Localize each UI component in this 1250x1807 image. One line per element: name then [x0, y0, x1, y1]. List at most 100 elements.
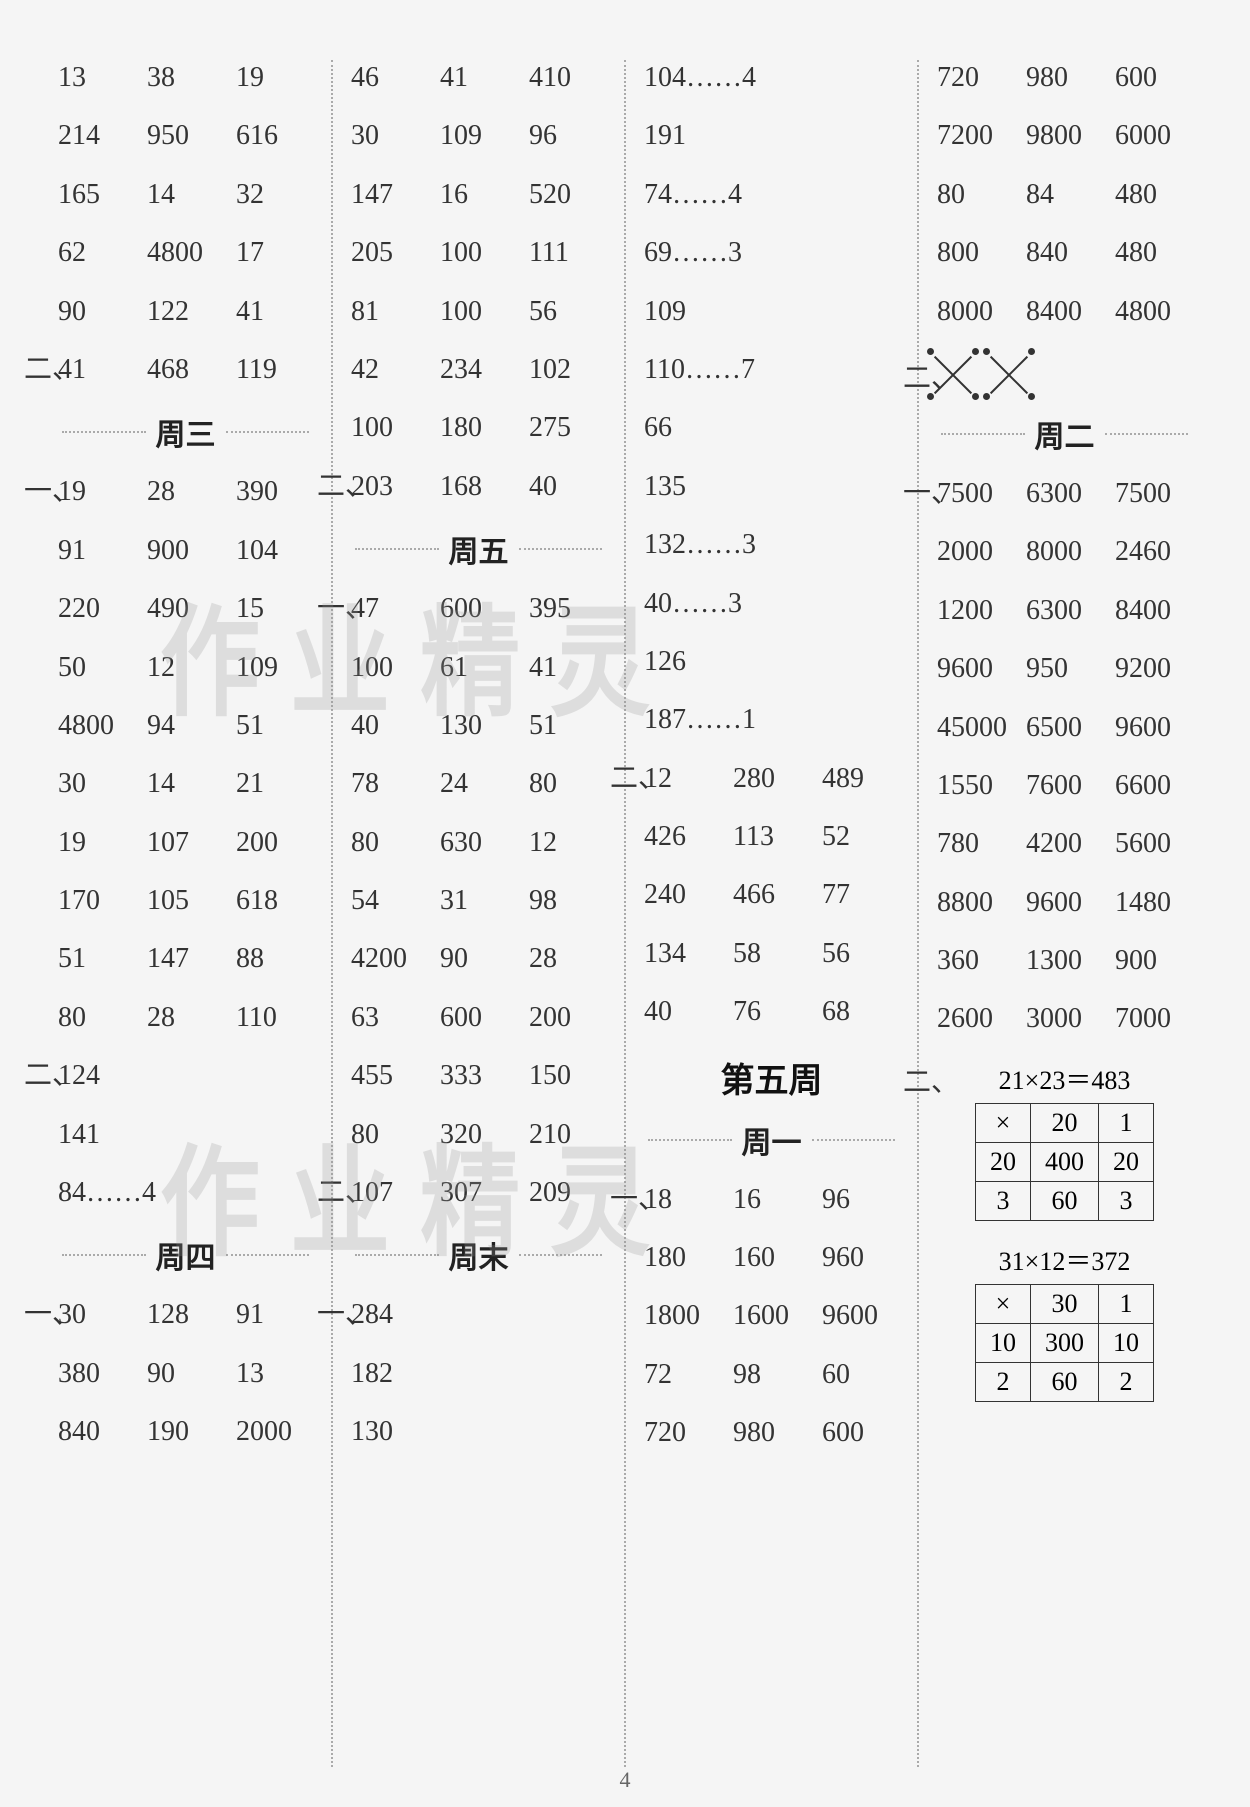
data-row: 62480017	[52, 235, 319, 271]
mult-table-2: ×301 1030010 2602	[975, 1284, 1154, 1402]
data-row: 24046677	[638, 877, 905, 913]
day-header-zhouyi: 周一	[638, 1118, 905, 1162]
data-row: 5114788	[52, 941, 319, 977]
data-row: 729860	[638, 1357, 905, 1393]
page-content: 133819 214950616 1651432 62480017 901224…	[40, 60, 1210, 1767]
day-header-zhousan: 周三	[52, 410, 319, 454]
data-row: 100180275	[345, 410, 612, 446]
data-row: 91900104	[52, 533, 319, 569]
data-row: 66	[638, 410, 905, 446]
data-row: 1345856	[638, 936, 905, 972]
data-row: 407668	[638, 994, 905, 1030]
column-4: 720980600 720098006000 8084480 800840480…	[919, 60, 1210, 1767]
data-row: 109	[638, 294, 905, 330]
x-mark-icon	[987, 352, 1031, 396]
data-row: 22049015	[52, 591, 319, 627]
data-row: 180016009600	[638, 1298, 905, 1334]
data-row: 40……3	[638, 586, 905, 622]
data-row: 8084480	[931, 177, 1198, 213]
data-row: 214950616	[52, 118, 319, 154]
data-row: 1651432	[52, 177, 319, 213]
data-row: 455333150	[345, 1058, 612, 1094]
column-3: 104……4 191 74……4 69……3 109 110……7 66 135…	[626, 60, 919, 1767]
section-one-prefix: 一、	[317, 1297, 373, 1333]
data-row: 74……4	[638, 177, 905, 213]
data-row: 69……3	[638, 235, 905, 271]
data-row: 一、1928390	[52, 474, 319, 510]
data-row: 132……3	[638, 527, 905, 563]
data-row: 155076006600	[931, 768, 1198, 804]
data-row: 一、3012891	[52, 1297, 319, 1333]
section-two-prefix: 二、	[317, 1175, 373, 1211]
data-row: 301421	[52, 766, 319, 802]
data-row: 543198	[345, 883, 612, 919]
week-header: 第五周	[638, 1053, 905, 1102]
data-row: 104……4	[638, 60, 905, 96]
section-one-prefix: 一、	[610, 1182, 666, 1218]
data-row: 42234102	[345, 352, 612, 388]
data-row: 141	[52, 1117, 319, 1153]
data-row: 8063012	[345, 825, 612, 861]
data-row: 130	[345, 1414, 612, 1450]
data-row: 180160960	[638, 1240, 905, 1276]
data-row: 一、284	[345, 1297, 612, 1333]
data-row: 一、47600395	[345, 591, 612, 627]
data-row: 二、107307209	[345, 1175, 612, 1211]
data-row: 4641410	[345, 60, 612, 96]
data-row: 84……4	[52, 1175, 319, 1211]
data-row: 二、20316840	[345, 469, 612, 505]
mult-table-1: ×201 2040020 3603	[975, 1103, 1154, 1221]
data-row: 880096001480	[931, 885, 1198, 921]
section-one-prefix: 一、	[317, 591, 373, 627]
data-row: 3010996	[345, 118, 612, 154]
calc-label: 31×12＝372	[931, 1241, 1198, 1278]
data-row: 205100111	[345, 235, 612, 271]
section-one-prefix: 一、	[24, 1297, 80, 1333]
section-two-prefix: 二、	[903, 1060, 959, 1100]
data-row: 720980600	[931, 60, 1198, 96]
section-two-prefix: 二、	[610, 761, 666, 797]
day-header-zhoumo: 周末	[345, 1233, 612, 1277]
data-row: 135	[638, 469, 905, 505]
data-row: 200080002460	[931, 534, 1198, 570]
section-two-prefix: 二、	[317, 469, 373, 505]
data-row: 120063008400	[931, 593, 1198, 629]
data-row: 二、41468119	[52, 352, 319, 388]
data-row: 二、12280489	[638, 761, 905, 797]
data-row: 5012109	[52, 650, 319, 686]
data-row: 133819	[52, 60, 319, 96]
column-2: 4641410 3010996 14716520 205100111 81100…	[333, 60, 626, 1767]
data-row: 14716520	[345, 177, 612, 213]
data-row: 8028110	[52, 1000, 319, 1036]
data-row: 187……1	[638, 702, 905, 738]
section-one-prefix: 一、	[24, 474, 80, 510]
day-header-zhouwu: 周五	[345, 527, 612, 571]
data-row: 720098006000	[931, 118, 1198, 154]
data-row: 782480	[345, 766, 612, 802]
xx-answer-row: 二、	[931, 352, 1198, 396]
data-row: 110……7	[638, 352, 905, 388]
data-row: 二、124	[52, 1058, 319, 1094]
day-header-zhouer: 周二	[931, 412, 1198, 456]
data-row: 170105618	[52, 883, 319, 919]
section-one-prefix: 一、	[903, 476, 959, 512]
data-row: 96009509200	[931, 651, 1198, 687]
data-row: 80320210	[345, 1117, 612, 1153]
data-row: 48009451	[52, 708, 319, 744]
data-row: 一、181696	[638, 1182, 905, 1218]
data-row: 260030007000	[931, 1001, 1198, 1037]
data-row: 42009028	[345, 941, 612, 977]
data-row: 720980600	[638, 1415, 905, 1451]
data-row: 42611352	[638, 819, 905, 855]
section-two-prefix: 二、	[24, 1058, 80, 1094]
data-row: 9012241	[52, 294, 319, 330]
data-row: 4013051	[345, 708, 612, 744]
data-row: 3601300900	[931, 943, 1198, 979]
data-row: 8401902000	[52, 1414, 319, 1450]
calc-label: 二、21×23＝483	[931, 1060, 1198, 1097]
data-row: 63600200	[345, 1000, 612, 1036]
data-row: 800840480	[931, 235, 1198, 271]
column-1: 133819 214950616 1651432 62480017 901224…	[40, 60, 333, 1767]
data-row: 800084004800	[931, 294, 1198, 330]
page-number: 4	[620, 1767, 631, 1793]
